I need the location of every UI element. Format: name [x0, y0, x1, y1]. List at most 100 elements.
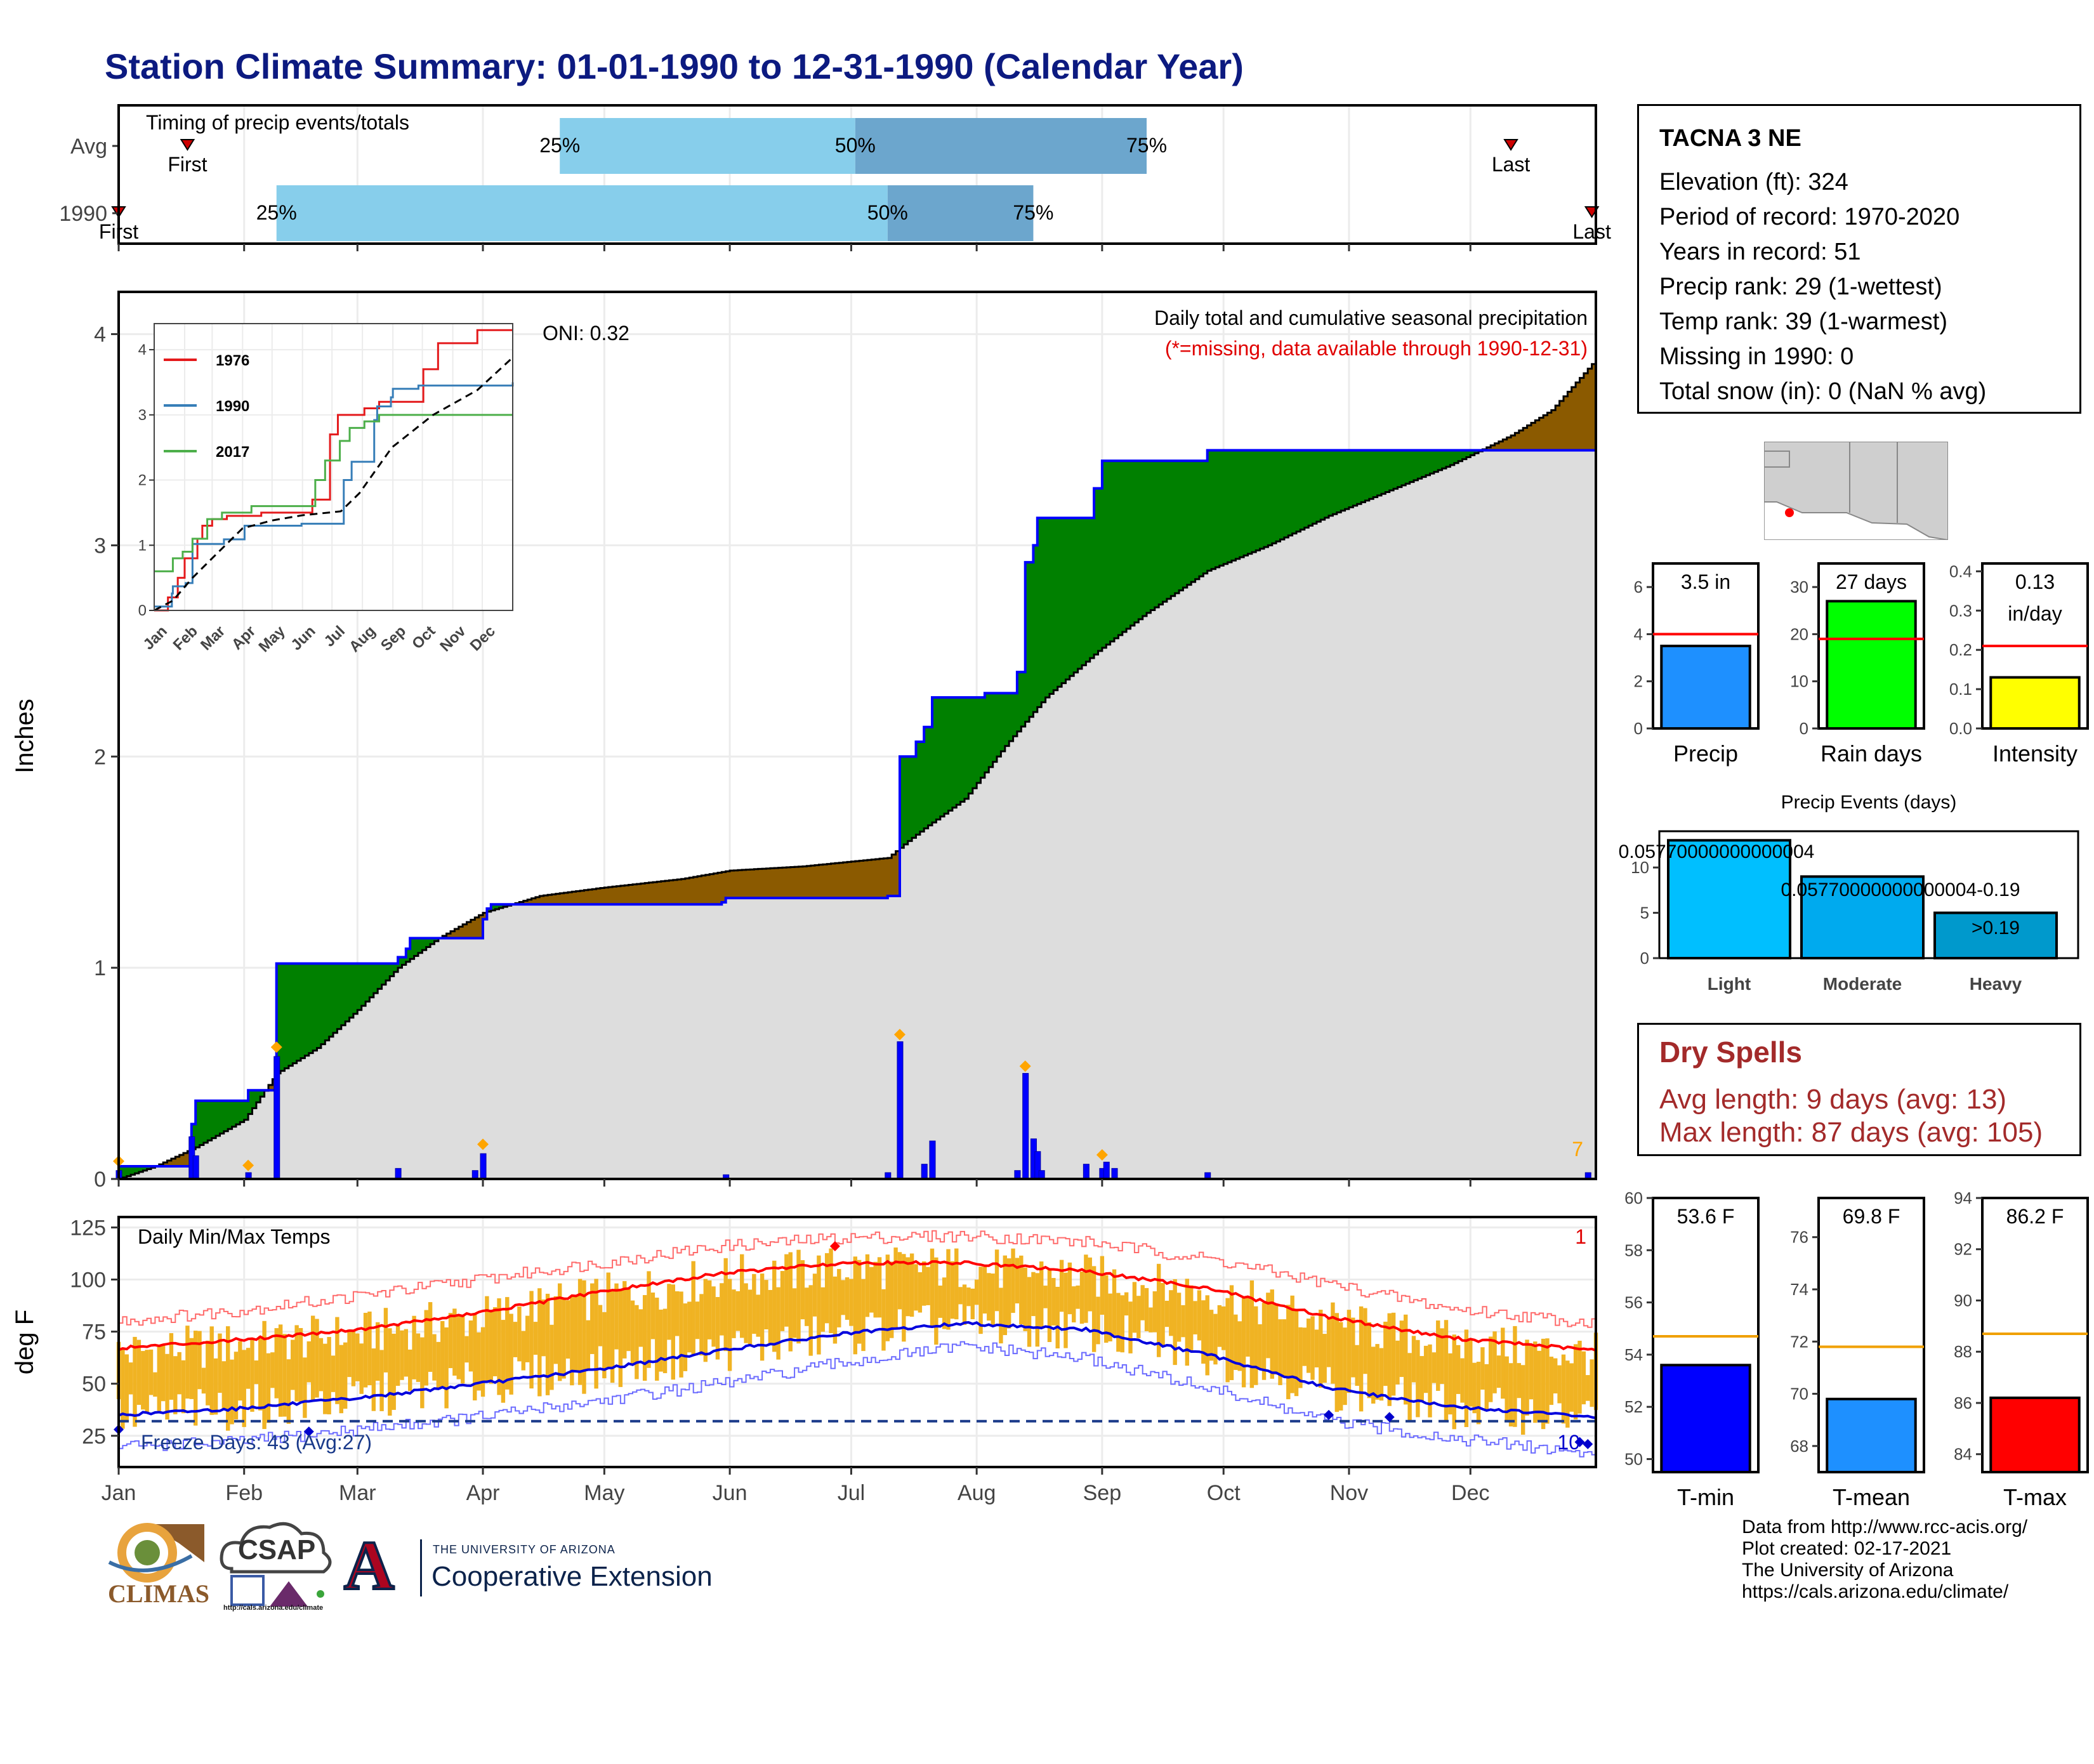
temp-daily-bar: [404, 1329, 409, 1377]
temp-daily-bar: [1472, 1362, 1477, 1414]
temp-daily-bar: [1217, 1305, 1222, 1347]
temp-daily-bar: [331, 1355, 336, 1392]
temp-daily-bar: [784, 1254, 789, 1327]
dry-spells-avg: Avg length: 9 days (avg: 13): [1659, 1084, 2007, 1115]
csap-logo: [220, 1522, 332, 1607]
small-panel-ytick-label: 70: [1790, 1385, 1808, 1404]
timing-first-marker: [180, 139, 195, 151]
temp-daily-bar: [339, 1345, 343, 1414]
temp-daily-bar: [1395, 1340, 1400, 1385]
precip-flag-marker: [1096, 1149, 1108, 1161]
timing-quantile-label: 50%: [867, 201, 908, 224]
temp-daily-bar: [1031, 1272, 1036, 1317]
temp-daily-bar: [1209, 1310, 1214, 1361]
temp-daily-bar: [193, 1331, 198, 1426]
temp-daily-bar: [796, 1249, 801, 1344]
temp-daily-bar: [303, 1357, 307, 1418]
temp-daily-bar: [1367, 1322, 1372, 1399]
small-panel-value-label: 86.2 F: [2006, 1205, 2064, 1228]
precip-oni-annotation: ONI: 0.32: [543, 322, 629, 345]
temp-daily-bar: [808, 1285, 813, 1356]
temp-daily-bar: [614, 1283, 619, 1350]
temp-daily-bar: [485, 1296, 489, 1381]
precip-subtitle: (*=missing, data available through 1990-…: [1165, 337, 1588, 360]
temp-daily-bar: [869, 1267, 874, 1313]
precip-daily-bar: [273, 1056, 280, 1180]
temp-daily-bar: [1096, 1296, 1100, 1345]
precip-ylabel: Inches: [11, 699, 39, 773]
climas-logo: [108, 1523, 204, 1583]
temp-month-label: Nov: [1330, 1481, 1368, 1505]
temp-daily-bar: [1391, 1312, 1396, 1396]
station-temp-rank: Temp rank: 39 (1-warmest): [1659, 308, 1948, 335]
temp-daily-bar: [218, 1333, 222, 1393]
temp-daily-bar: [647, 1271, 651, 1368]
temp-daily-bar: [1351, 1317, 1355, 1378]
temp-daily-bar: [1222, 1306, 1226, 1350]
temp-daily-bar: [1363, 1308, 1367, 1374]
temp-daily-bar: [720, 1283, 724, 1336]
small-panel-ytick-label: 52: [1624, 1397, 1643, 1416]
temp-daily-bar: [1169, 1290, 1173, 1336]
temp-daily-bar: [1152, 1291, 1157, 1333]
small-panel-ytick-label: 86: [1954, 1393, 1972, 1412]
temp-daily-bar: [1399, 1320, 1404, 1378]
temp-daily-bar: [1549, 1357, 1554, 1405]
temp-daily-bar: [254, 1360, 259, 1385]
side-charts: 3.5 in 0 2 4 6 Precip 27 days 0 10 20 30 Rain days 0…: [1619, 562, 2089, 1510]
temp-daily-bar: [517, 1306, 522, 1362]
temp-daily-bar: [1225, 1298, 1230, 1383]
dry-spells-title: Dry Spells: [1659, 1036, 1802, 1069]
temp-daily-bar: [1476, 1362, 1481, 1425]
temp-daily-bar: [133, 1336, 137, 1427]
temp-daily-bar: [1517, 1363, 1522, 1399]
csap-logo-url: http://cals.arizona.edu/climate: [223, 1604, 324, 1612]
small-panel-category: Precip: [1673, 740, 1738, 767]
temp-daily-bar: [1375, 1344, 1380, 1400]
precip-title: Daily total and cumulative seasonal prec…: [1154, 306, 1588, 329]
climas-logo-text: CLIMAS: [108, 1579, 210, 1608]
temp-daily-bar: [877, 1257, 882, 1318]
small-panel-value-label: 53.6 F: [1677, 1205, 1735, 1228]
temp-daily-bar: [626, 1287, 631, 1352]
station-period: Period of record: 1970-2020: [1659, 204, 1960, 230]
temp-daily-bar: [938, 1286, 942, 1318]
temp-daily-bar: [1387, 1313, 1392, 1406]
temp-daily-bar: [1537, 1350, 1541, 1421]
precip-panel-border: [117, 291, 1597, 1180]
temp-daily-bar: [695, 1301, 700, 1339]
temp-daily-bar: [1274, 1305, 1279, 1375]
temp-daily-bar: [1326, 1319, 1331, 1367]
temp-daily-bar: [432, 1334, 437, 1381]
temp-daily-bar: [582, 1280, 586, 1394]
temp-daily-bar: [715, 1297, 720, 1360]
temp-daily-bar: [881, 1289, 886, 1351]
temp-daily-bar: [379, 1350, 384, 1411]
temp-daily-bar: [1440, 1328, 1444, 1384]
inset-ytick-label: 2: [138, 472, 147, 489]
temp-daily-bar: [468, 1320, 473, 1372]
temp-daily-bar: [982, 1267, 987, 1314]
temp-daily-bar: [905, 1257, 910, 1317]
temp-daily-bar: [1176, 1293, 1182, 1342]
temp-daily-bar: [1229, 1285, 1234, 1380]
temp-daily-bar: [650, 1292, 655, 1339]
precip-daily-bar: [921, 1164, 928, 1180]
small-panel-value-label2: in/day: [2008, 602, 2062, 625]
temp-daily-bar: [294, 1325, 299, 1402]
temp-daily-bar: [1258, 1324, 1262, 1370]
inset-legend-label: 1976: [216, 352, 249, 369]
temp-daily-bar: [954, 1248, 959, 1320]
temp-daily-bar: [655, 1298, 659, 1381]
timing-last-label: Last: [1572, 220, 1611, 243]
temp-daily-bar: [1213, 1313, 1218, 1365]
temp-daily-bar: [966, 1287, 971, 1307]
small-panel-value-label: 27 days: [1836, 570, 1907, 593]
temp-daily-bar: [1104, 1275, 1109, 1343]
temp-daily-bar: [161, 1345, 166, 1402]
temp-daily-bar: [1513, 1326, 1517, 1427]
temp-daily-bar: [708, 1280, 712, 1339]
small-panel-ytick-label: 74: [1790, 1280, 1808, 1299]
temp-daily-bar: [792, 1288, 797, 1338]
temp-daily-bar: [206, 1340, 210, 1405]
